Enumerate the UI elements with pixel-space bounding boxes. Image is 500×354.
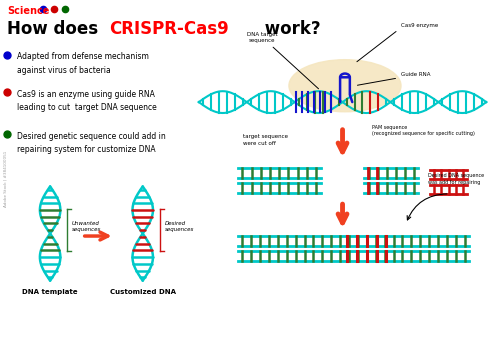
Text: Science: Science <box>7 6 50 16</box>
Text: Customized DNA: Customized DNA <box>110 289 176 295</box>
Text: DNA template: DNA template <box>22 289 78 295</box>
Text: Desired DNA sequence
was add for repairing: Desired DNA sequence was add for repairi… <box>428 173 484 185</box>
Text: Cas9 is an enzyme using guide RNA
leading to cut  target DNA sequence: Cas9 is an enzyme using guide RNA leadin… <box>17 90 156 112</box>
Text: PAM sequence
(recognized sequence for specific cutting): PAM sequence (recognized sequence for sp… <box>372 125 474 136</box>
Text: Unwanted
sequences: Unwanted sequences <box>72 221 102 232</box>
Text: Guide RNA: Guide RNA <box>358 72 430 85</box>
Text: Desired genetic sequence could add in
repairing system for customize DNA: Desired genetic sequence could add in re… <box>17 132 166 154</box>
Text: CRISPR-Cas9: CRISPR-Cas9 <box>110 20 230 38</box>
Text: Cas9 enzyme: Cas9 enzyme <box>357 23 438 62</box>
Text: DNA target
sequence: DNA target sequence <box>247 32 318 89</box>
Text: Adapted from defense mechanism
against virus of bacteria: Adapted from defense mechanism against v… <box>17 52 149 75</box>
Text: Adobe Stock | #384100051: Adobe Stock | #384100051 <box>4 151 8 207</box>
Text: work?: work? <box>258 20 320 38</box>
Text: Desired
sequences: Desired sequences <box>164 221 194 232</box>
Text: How does: How does <box>7 20 104 38</box>
Ellipse shape <box>289 60 401 112</box>
Text: target sequence
were cut off: target sequence were cut off <box>242 134 288 146</box>
FancyArrowPatch shape <box>407 194 447 220</box>
